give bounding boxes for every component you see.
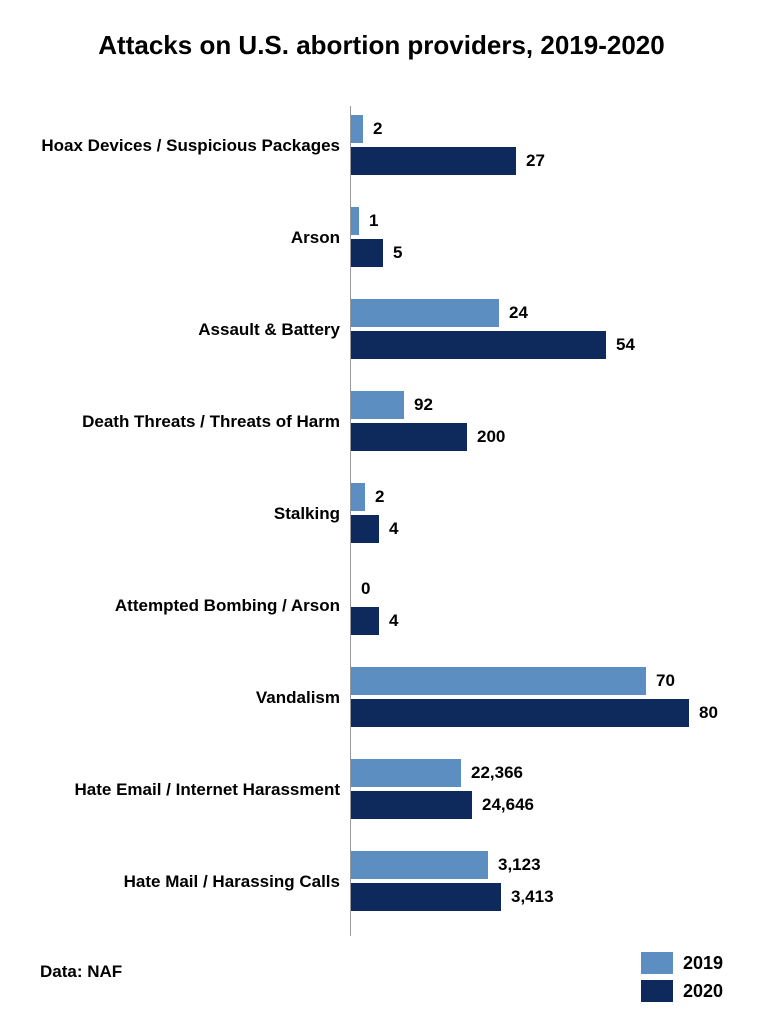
category-group: Arson 15: [40, 198, 723, 278]
bar-row-2019: 2: [351, 483, 384, 511]
category-label: Hoax Devices / Suspicious Packages: [40, 136, 340, 156]
category-group: Hate Mail / Harassing Calls 3,123 3,413: [40, 842, 723, 922]
value-label-2020: 3,413: [511, 887, 554, 907]
bar-row-2020: 80: [351, 699, 718, 727]
category-group: Assault & Battery 24 54: [40, 290, 723, 370]
legend-swatch-2019: [641, 952, 673, 974]
bar-2020: [351, 147, 516, 175]
legend-label-2020: 2020: [683, 981, 723, 1002]
value-label-2019: 2: [375, 487, 384, 507]
bar-2020: [351, 699, 689, 727]
bar-row-2020: 4: [351, 607, 398, 635]
bar-row-2019: 1: [351, 207, 378, 235]
bar-2019: [351, 759, 461, 787]
category-group: Death Threats / Threats of Harm 92 200: [40, 382, 723, 462]
category-label: Stalking: [40, 504, 340, 524]
category-group: Hate Email / Internet Harassment 22,366 24…: [40, 750, 723, 830]
bar-row-2020: 54: [351, 331, 635, 359]
bar-2019: [351, 391, 404, 419]
category-label: Arson: [40, 228, 340, 248]
category-group: Hoax Devices / Suspicious Packages 2 27: [40, 106, 723, 186]
value-label-2020: 80: [699, 703, 718, 723]
value-label-2019: 24: [509, 303, 528, 323]
bar-2020: [351, 607, 379, 635]
bar-row-2020: 5: [351, 239, 402, 267]
bar-2020: [351, 331, 606, 359]
bar-2020: [351, 883, 501, 911]
category-label: Hate Mail / Harassing Calls: [40, 872, 340, 892]
bar-2020: [351, 423, 467, 451]
value-label-2020: 24,646: [482, 795, 534, 815]
bar-2019: [351, 115, 363, 143]
bar-row-2019: 2: [351, 115, 382, 143]
category-group: Attempted Bombing / Arson 04: [40, 566, 723, 646]
bar-2019: [351, 483, 365, 511]
bar-row-2020: 24,646: [351, 791, 534, 819]
value-label-2019: 22,366: [471, 763, 523, 783]
bar-row-2020: 4: [351, 515, 398, 543]
bar-row-2019: 92: [351, 391, 433, 419]
bar-2019: [351, 667, 646, 695]
bar-row-2019: 0: [351, 575, 370, 603]
category-label: Assault & Battery: [40, 320, 340, 340]
value-label-2020: 5: [393, 243, 402, 263]
bar-row-2020: 3,413: [351, 883, 554, 911]
category-label: Attempted Bombing / Arson: [40, 596, 340, 616]
category-group: Stalking 24: [40, 474, 723, 554]
bar-2020: [351, 791, 472, 819]
value-label-2019: 0: [361, 579, 370, 599]
value-label-2019: 3,123: [498, 855, 541, 875]
value-label-2020: 27: [526, 151, 545, 171]
value-label-2020: 200: [477, 427, 505, 447]
category-label: Vandalism: [40, 688, 340, 708]
legend-item-2019: 2019: [641, 952, 723, 974]
legend-label-2019: 2019: [683, 953, 723, 974]
value-label-2019: 1: [369, 211, 378, 231]
bar-2020: [351, 515, 379, 543]
bar-row-2019: 70: [351, 667, 675, 695]
value-label-2020: 54: [616, 335, 635, 355]
chart-title: Attacks on U.S. abortion providers, 2019…: [40, 30, 723, 61]
data-source: Data: NAF: [40, 962, 122, 982]
legend-swatch-2020: [641, 980, 673, 1002]
value-label-2020: 4: [389, 611, 398, 631]
bar-row-2019: 22,366: [351, 759, 523, 787]
legend-item-2020: 2020: [641, 980, 723, 1002]
bar-row-2019: 3,123: [351, 851, 541, 879]
category-group: Vandalism 70 80: [40, 658, 723, 738]
bar-row-2019: 24: [351, 299, 528, 327]
bar-row-2020: 200: [351, 423, 505, 451]
bar-2019: [351, 207, 359, 235]
value-label-2020: 4: [389, 519, 398, 539]
bar-row-2020: 27: [351, 147, 545, 175]
legend: 2019 2020: [641, 952, 723, 1002]
category-label: Hate Email / Internet Harassment: [40, 780, 340, 800]
value-label-2019: 70: [656, 671, 675, 691]
bar-2020: [351, 239, 383, 267]
bar-2019: [351, 299, 499, 327]
chart-area: Hoax Devices / Suspicious Packages 2 27 Ars…: [40, 106, 723, 936]
bar-2019: [351, 851, 488, 879]
value-label-2019: 2: [373, 119, 382, 139]
category-label: Death Threats / Threats of Harm: [40, 412, 340, 432]
value-label-2019: 92: [414, 395, 433, 415]
